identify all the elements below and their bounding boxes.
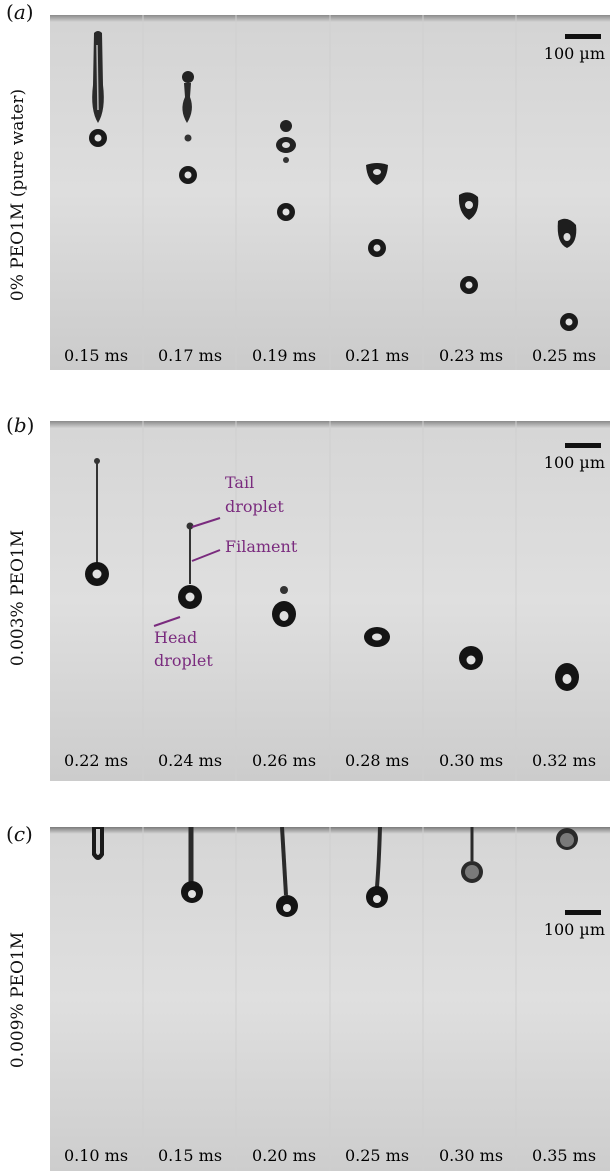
droplet-frame-a-6 [557, 218, 578, 331]
annotation-filament: Filament [225, 537, 298, 556]
time-label-b-4: 0.28 ms [345, 751, 409, 770]
droplet-frame-a-5 [458, 192, 479, 294]
time-label-a-1: 0.15 ms [64, 346, 128, 365]
droplet-frame-b-4 [364, 627, 390, 647]
droplet-frame-b-3 [272, 586, 296, 627]
scale-bar-label-b: 100 µm [544, 453, 605, 472]
time-label-b-6: 0.32 ms [532, 751, 596, 770]
droplet-frame-c-4 [366, 827, 388, 908]
time-label-a-3: 0.19 ms [252, 346, 316, 365]
side-label-b: 0.003% PEO1M [0, 423, 36, 773]
scale-bar-label-a: 100 µm [544, 44, 605, 63]
time-label-a-2: 0.17 ms [158, 346, 222, 365]
panel-letter-b-text: b [13, 413, 27, 437]
side-label-a: 0% PEO1M (pure water) [0, 20, 36, 370]
side-label-b-text: 0.003% PEO1M [8, 529, 29, 667]
side-label-c: 0.009% PEO1M [0, 830, 36, 1170]
tail-pointer-line [191, 517, 221, 528]
scale-bar-c [565, 910, 601, 915]
frame-dividers-b [142, 421, 517, 781]
frame-dividers-c [142, 827, 517, 1171]
scale-bar-b [565, 443, 601, 448]
filament-pointer-line [191, 549, 221, 562]
droplet-frame-a-2 [179, 71, 197, 184]
annotation-head-line1: Head [154, 628, 197, 647]
droplet-frame-a-4 [366, 163, 388, 257]
droplet-frame-c-2 [181, 827, 203, 903]
droplet-frame-c-5 [461, 827, 483, 883]
time-label-c-2: 0.15 ms [158, 1146, 222, 1165]
time-label-c-6: 0.35 ms [532, 1146, 596, 1165]
image-strip-c: 100 µm 0.10 ms 0.15 ms 0.20 ms 0.25 ms 0… [50, 827, 610, 1171]
scale-bar-a [565, 34, 601, 39]
droplet-frame-b-6 [555, 663, 579, 691]
time-label-b-1: 0.22 ms [64, 751, 128, 770]
annotation-tail-line2: droplet [225, 497, 284, 516]
scale-bar-label-c: 100 µm [544, 920, 605, 939]
panel-letter-c: (c) [6, 822, 33, 846]
time-label-a-5: 0.23 ms [439, 346, 503, 365]
droplet-frame-b-5 [459, 646, 483, 670]
droplet-frame-c-1 [92, 827, 104, 860]
droplet-frame-b-2 [178, 522, 202, 609]
panel-b: (b) 0.003% PEO1M [0, 413, 610, 783]
droplet-frame-a-1 [89, 31, 107, 147]
panel-letter-c-text: c [13, 822, 26, 846]
time-label-c-4: 0.25 ms [345, 1146, 409, 1165]
panel-a: (a) 0% PEO1M (pure water) [0, 0, 610, 380]
time-label-a-6: 0.25 ms [532, 346, 596, 365]
droplet-frame-c-3 [276, 827, 298, 917]
side-label-a-text: 0% PEO1M (pure water) [8, 88, 28, 302]
panel-letter-b: (b) [6, 413, 35, 437]
droplet-frame-a-3 [276, 120, 296, 221]
image-strip-b: Tail droplet Filament Head droplet 100 µ… [50, 421, 610, 781]
image-strip-a: 100 µm 0.15 ms 0.17 ms 0.19 ms 0.21 ms 0… [50, 15, 610, 370]
frame-dividers-a [142, 15, 517, 370]
time-label-a-4: 0.21 ms [345, 346, 409, 365]
time-label-c-5: 0.30 ms [439, 1146, 503, 1165]
annotations-b: Tail droplet Filament Head droplet [153, 473, 298, 670]
side-label-c-text: 0.009% PEO1M [8, 931, 29, 1069]
time-label-c-3: 0.20 ms [252, 1146, 316, 1165]
annotation-head-line2: droplet [154, 651, 213, 670]
panel-c: (c) 0.009% PEO1M [0, 822, 610, 1172]
head-pointer-line [153, 616, 181, 627]
time-label-b-3: 0.26 ms [252, 751, 316, 770]
panel-letter-a: (a) [6, 0, 34, 24]
annotation-tail-line1: Tail [225, 473, 254, 492]
droplet-frame-b-1 [85, 458, 109, 586]
panel-letter-a-text: a [13, 0, 26, 24]
time-label-c-1: 0.10 ms [64, 1146, 128, 1165]
droplet-frame-c-6 [556, 828, 578, 850]
time-label-b-2: 0.24 ms [158, 751, 222, 770]
time-label-b-5: 0.30 ms [439, 751, 503, 770]
